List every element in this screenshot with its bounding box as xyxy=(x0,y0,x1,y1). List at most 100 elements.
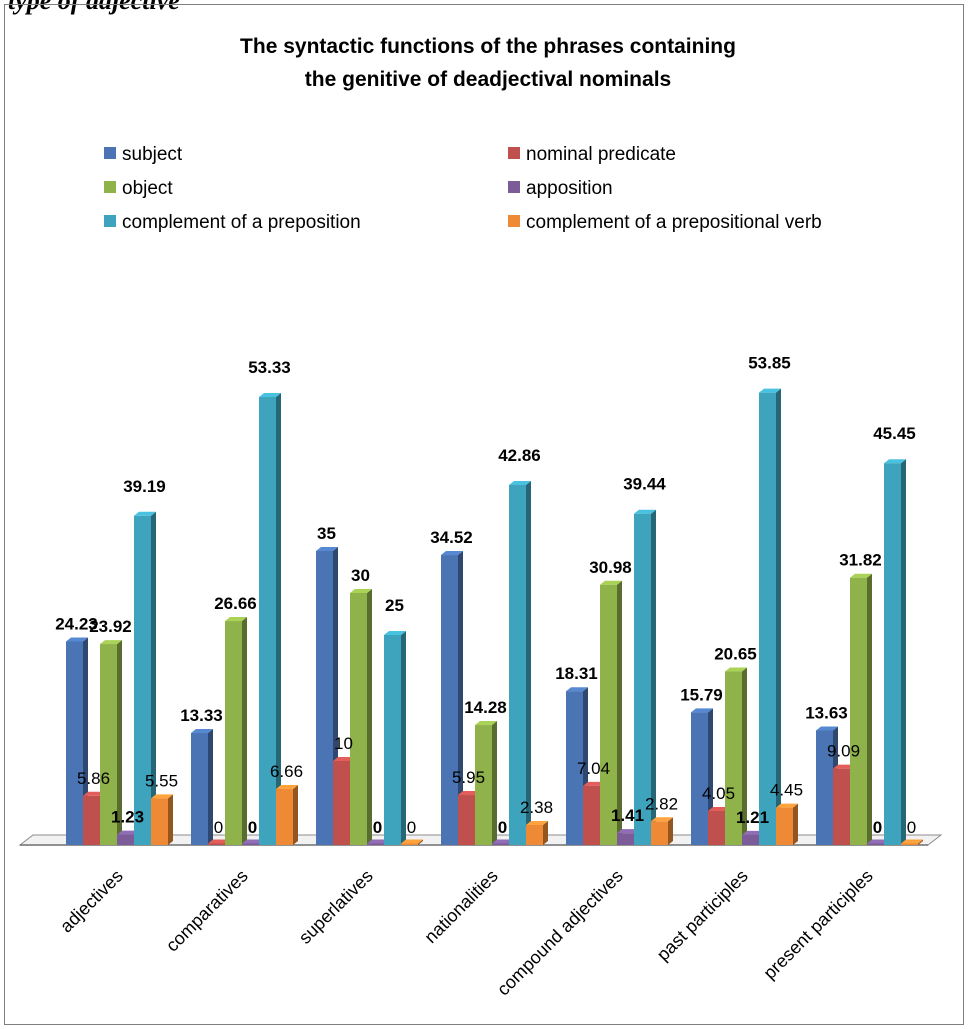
bar-front xyxy=(634,513,651,845)
data-label: 2.82 xyxy=(645,794,678,813)
data-label: 9.09 xyxy=(827,742,860,761)
bar-front xyxy=(759,392,776,845)
data-label: 10 xyxy=(334,734,353,753)
bar-front xyxy=(134,515,151,845)
bar-top xyxy=(867,839,889,844)
bar xyxy=(134,511,156,845)
bar xyxy=(276,785,298,845)
data-label: 2.38 xyxy=(520,798,553,817)
bar-side xyxy=(526,480,531,845)
bar-top xyxy=(259,393,281,398)
bar-side xyxy=(151,511,156,845)
data-label: 4.05 xyxy=(702,784,735,803)
data-label: 53.85 xyxy=(748,354,791,373)
bar-top xyxy=(725,667,747,672)
data-label: 14.28 xyxy=(464,698,507,717)
bar-front xyxy=(83,795,100,845)
data-label: 0 xyxy=(373,818,382,837)
data-label: 30.98 xyxy=(589,558,632,577)
bar-front xyxy=(617,833,634,845)
data-label: 6.66 xyxy=(270,762,303,781)
bar-top xyxy=(475,721,497,726)
bar-front xyxy=(651,821,668,845)
bar-front xyxy=(492,843,509,845)
bar-top xyxy=(492,839,514,844)
bar-front xyxy=(816,730,833,845)
bar-front xyxy=(100,644,117,845)
bar-front xyxy=(509,484,526,845)
bar-side xyxy=(651,509,656,845)
bar-front xyxy=(276,789,293,845)
bar-top xyxy=(191,729,213,734)
x-axis: adjectives comparatives superlatives nation… xyxy=(56,866,877,1000)
bar-front xyxy=(367,843,384,845)
bar-front xyxy=(742,834,759,845)
bar-side xyxy=(367,589,372,845)
bar-side xyxy=(543,821,548,845)
legend-swatch xyxy=(508,147,520,159)
bar xyxy=(600,580,622,845)
data-label: 45.45 xyxy=(873,424,916,443)
bar-top xyxy=(242,839,264,844)
bar-side xyxy=(208,729,213,845)
bar-side xyxy=(401,631,406,845)
bar-top xyxy=(833,764,855,769)
legend-item: nominal predicate xyxy=(508,144,676,165)
legend-swatch xyxy=(104,147,116,159)
legend-label: complement of a prepositional verb xyxy=(526,212,822,233)
bar-top xyxy=(759,388,781,393)
data-label: 0 xyxy=(907,818,916,837)
bar-front xyxy=(526,825,543,845)
bar-top xyxy=(816,726,838,731)
chart-title: The syntactic functions of the phrases c… xyxy=(240,35,736,91)
data-label: 25 xyxy=(385,596,404,615)
data-label: 42.86 xyxy=(498,446,541,465)
bar-front xyxy=(333,761,350,845)
bar-top xyxy=(151,794,173,799)
bar-top xyxy=(401,839,423,844)
bar xyxy=(151,794,173,845)
bar-front xyxy=(850,577,867,845)
legend-swatch xyxy=(508,215,520,227)
bar-side xyxy=(867,573,872,845)
data-label: 24.23 xyxy=(55,614,98,633)
data-label: 5.55 xyxy=(145,771,178,790)
bar-top xyxy=(850,573,872,578)
bar xyxy=(401,839,423,845)
bar-side xyxy=(901,459,906,845)
bar-top xyxy=(526,821,548,826)
bar-top xyxy=(384,631,406,635)
bar-side xyxy=(168,794,173,845)
data-label: 23.92 xyxy=(89,617,132,636)
bar-side xyxy=(418,839,423,845)
data-label: 34.52 xyxy=(430,528,473,547)
data-label: 35 xyxy=(317,524,336,543)
bar xyxy=(259,393,281,845)
data-label: 53.33 xyxy=(248,358,291,377)
bar-front xyxy=(225,621,242,845)
data-label: 13.63 xyxy=(805,704,848,723)
bar-front xyxy=(117,834,134,845)
bar-top xyxy=(617,829,639,834)
data-label: 26.66 xyxy=(214,594,257,613)
legend-swatch xyxy=(104,181,116,193)
bar-front xyxy=(583,785,600,845)
data-label: 0 xyxy=(407,818,416,837)
bar-top xyxy=(884,459,906,464)
data-label: 39.19 xyxy=(123,477,166,496)
bar xyxy=(901,839,923,845)
bar-top xyxy=(691,708,713,713)
bar-side xyxy=(117,640,122,845)
bar-front xyxy=(350,593,367,845)
bar-front xyxy=(708,810,725,845)
x-tick-label: past participles xyxy=(653,866,752,965)
bar xyxy=(651,817,673,845)
bar-top xyxy=(441,551,463,556)
bar-top xyxy=(901,839,923,844)
bar-side xyxy=(492,721,497,845)
bars xyxy=(66,388,923,845)
x-tick-label: nationalities xyxy=(420,866,501,947)
x-tick-label: present participles xyxy=(759,866,876,983)
data-label: 0 xyxy=(214,818,223,837)
